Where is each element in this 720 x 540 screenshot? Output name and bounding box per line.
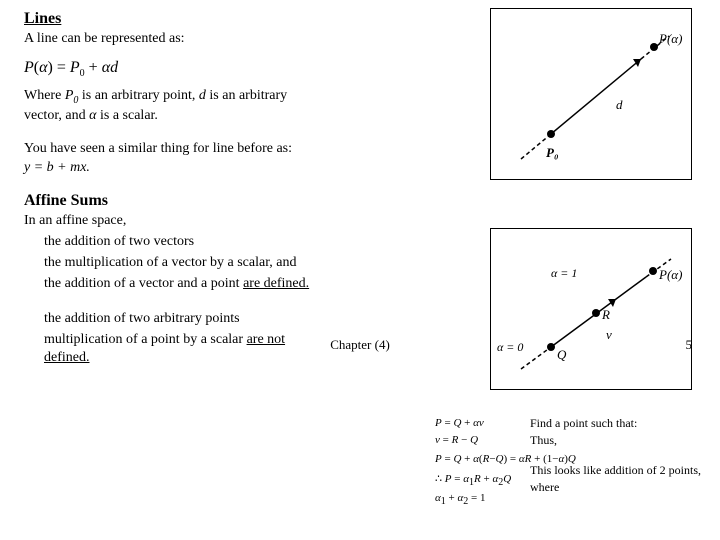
svg-text:R: R bbox=[601, 307, 610, 322]
affine-l2: the multiplication of a vector by a scal… bbox=[44, 254, 414, 273]
svg-text:P(α): P(α) bbox=[658, 31, 682, 46]
svg-text:P₀: P₀ bbox=[546, 145, 558, 160]
where-5: is a scalar. bbox=[97, 108, 158, 123]
figure-affine: Q R P(α) v α = 0 α = 1 bbox=[490, 228, 692, 390]
p0-sym: P0 bbox=[65, 88, 79, 103]
svg-text:α = 1: α = 1 bbox=[551, 266, 577, 280]
svg-text:Q: Q bbox=[557, 347, 567, 362]
affine-l3: the addition of a vector and a point are… bbox=[44, 275, 414, 294]
math-derivation: P = Q + αv v = R − Q P = Q + α(R−Q) = αR… bbox=[435, 415, 535, 509]
affine-intro: In an affine space, bbox=[24, 212, 414, 231]
where-4: vector, and bbox=[24, 108, 89, 123]
svg-text:d: d bbox=[616, 97, 623, 112]
d-sym: d bbox=[199, 88, 206, 103]
svg-text:v: v bbox=[606, 327, 612, 342]
section-title-lines: Lines bbox=[24, 10, 414, 28]
line-rep-text: A line can be represented as: bbox=[24, 30, 414, 49]
where-1: Where bbox=[24, 88, 65, 103]
similar-text: You have seen a similar thing for line b… bbox=[24, 140, 414, 178]
line-formula: P(α) = P0 + αd bbox=[24, 59, 414, 79]
where-3: is an arbitrary bbox=[206, 88, 287, 103]
ymx-formula: y = b + mx. bbox=[24, 160, 90, 175]
chapter-footer: Chapter (4) bbox=[330, 337, 390, 353]
affine-l1: the addition of two vectors bbox=[44, 233, 414, 252]
svg-text:α = 0: α = 0 bbox=[497, 340, 523, 354]
section-title-affine: Affine Sums bbox=[24, 192, 414, 210]
where-text: Where P0 is an arbitrary point, d is an … bbox=[24, 87, 414, 126]
page-number: 5 bbox=[686, 337, 693, 353]
where-2: is an arbitrary point, bbox=[78, 88, 199, 103]
affine-l4: the addition of two arbitrary points bbox=[44, 310, 414, 329]
alpha-sym: α bbox=[89, 108, 96, 123]
svg-text:P(α): P(α) bbox=[658, 267, 682, 282]
figure-line: P(α) d P₀ bbox=[490, 8, 692, 180]
affine-right-text: Find a point such that: Thus, This looks… bbox=[530, 415, 715, 497]
